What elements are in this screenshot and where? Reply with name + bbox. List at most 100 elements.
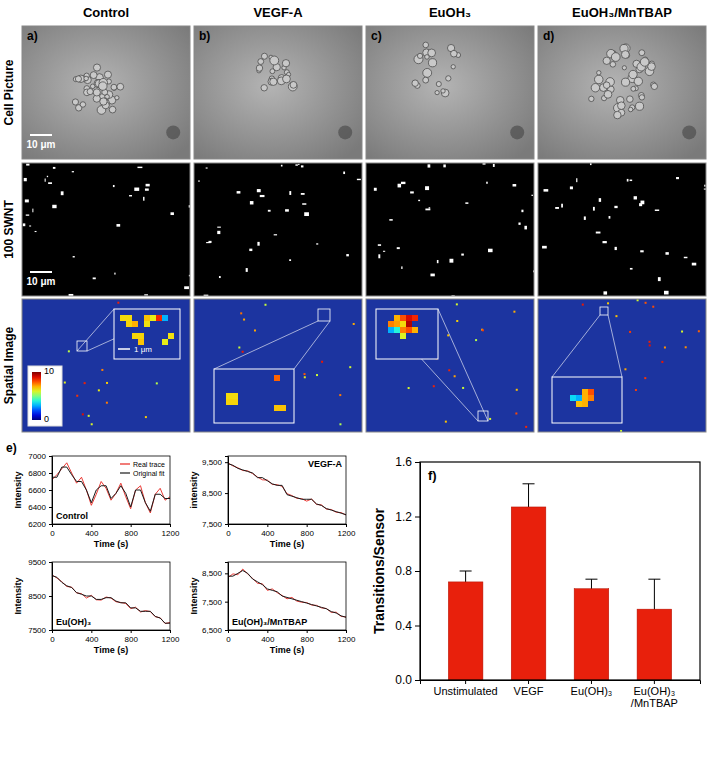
swnt-spot	[143, 197, 144, 201]
axis: 7,5008,5009,500	[202, 457, 229, 530]
cell	[109, 106, 116, 113]
inset-pixel	[232, 393, 238, 399]
axis: 04008001200	[226, 524, 356, 538]
swnt-spot	[593, 207, 595, 211]
swnt-spot	[425, 186, 429, 190]
panel-border	[366, 299, 534, 432]
tick-label: 1.6	[395, 455, 412, 469]
tick-mark	[225, 462, 228, 463]
swnt-spot	[72, 171, 74, 172]
x-axis-title: Time (s)	[94, 539, 128, 549]
tick: 7000	[28, 452, 52, 461]
tick-label: VEGF	[514, 685, 544, 697]
panel-label: c)	[371, 29, 382, 43]
scale-bar-label: 10 μm	[27, 139, 56, 150]
spatial-spot	[456, 320, 458, 322]
swnt-spot	[615, 247, 617, 250]
cell	[84, 76, 91, 83]
spatial-spot	[513, 311, 515, 313]
tick: 1.2	[395, 510, 420, 524]
image-panel	[194, 163, 364, 297]
tick-mark	[49, 562, 52, 563]
swnt-spot	[346, 254, 349, 256]
tick-label: 0	[226, 529, 231, 538]
cell	[639, 95, 644, 100]
spatial-spot	[240, 312, 242, 314]
plot-frame	[52, 562, 170, 630]
swnt-spot	[655, 210, 659, 211]
cell	[610, 62, 616, 68]
inset-pixel	[162, 315, 168, 321]
cell	[288, 82, 297, 91]
cell	[635, 102, 643, 110]
swnt-spot	[518, 223, 520, 225]
image-content	[538, 163, 706, 296]
tick-label: 6400	[28, 503, 46, 512]
image-panel	[366, 299, 534, 432]
spatial-spot	[264, 304, 266, 306]
tick-label: 400	[261, 635, 275, 644]
inset	[552, 377, 622, 423]
tick-mark	[170, 630, 171, 633]
swnt-spot	[53, 167, 56, 169]
inset-pixel	[126, 315, 132, 321]
image-panel: 1 μm010	[22, 299, 190, 432]
cell-image	[538, 26, 706, 159]
axis-line	[415, 463, 421, 681]
swnt-spot	[35, 231, 37, 232]
inset-pixel	[388, 327, 394, 333]
cell	[423, 68, 432, 77]
tick-mark	[170, 524, 171, 527]
tick-label: 400	[261, 529, 275, 538]
swnt-spot	[410, 191, 414, 193]
cell	[629, 70, 637, 78]
swnt-spot	[29, 225, 31, 226]
tick-mark	[225, 524, 228, 525]
bar	[637, 609, 672, 680]
swnt-spot	[26, 214, 29, 215]
tick-mark	[225, 493, 228, 494]
tick: 0.8	[395, 564, 420, 578]
tick-mark	[225, 573, 228, 574]
spot	[682, 125, 696, 139]
inset-pixel	[576, 401, 582, 407]
y-axis-title: Transitions/Sensor	[371, 507, 387, 634]
swnt-spot	[465, 202, 468, 204]
spatial-spot	[644, 377, 646, 379]
image-content	[366, 26, 534, 159]
spatial-spot	[76, 395, 78, 397]
spatial-spot	[681, 331, 683, 333]
inset-pixel	[132, 321, 138, 327]
tick-mark	[49, 507, 52, 508]
cell	[435, 90, 439, 94]
swnt-spot	[614, 206, 617, 208]
annotation: VEGF-A	[308, 459, 343, 469]
tick-mark	[225, 630, 228, 631]
tick-mark	[131, 524, 132, 527]
swnt-spot	[634, 196, 637, 199]
cell	[117, 83, 124, 90]
bar	[574, 589, 609, 680]
tick-label: 6200	[28, 520, 46, 529]
cell	[270, 78, 277, 85]
swnt-spot	[301, 193, 305, 195]
spatial-spot	[349, 366, 351, 368]
axis: UnstimulatedVEGFEu(OH)₃Eu(OH)₃/MnTBAP	[421, 680, 701, 709]
swnt-spot	[584, 216, 586, 219]
swnt-spot	[664, 291, 669, 295]
cell	[423, 77, 429, 83]
swnt-spot	[639, 203, 642, 206]
inset-pixel	[400, 315, 406, 321]
tick: 6,500	[202, 626, 228, 635]
cell	[282, 60, 289, 67]
axis: 750085009500	[28, 558, 52, 635]
cell	[93, 64, 100, 71]
spatial-spot	[664, 346, 666, 348]
swnt-image	[366, 163, 534, 296]
swnt-spot	[401, 182, 405, 184]
axis: 04008001200	[50, 524, 180, 538]
column-title: Control	[83, 5, 129, 20]
scale-bar	[30, 134, 52, 136]
swnt-spot	[73, 256, 75, 257]
y-axis-title: Intensity	[189, 577, 199, 614]
